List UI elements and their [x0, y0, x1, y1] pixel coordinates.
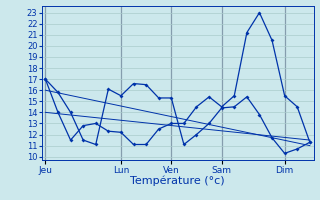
X-axis label: Température (°c): Température (°c): [130, 176, 225, 186]
